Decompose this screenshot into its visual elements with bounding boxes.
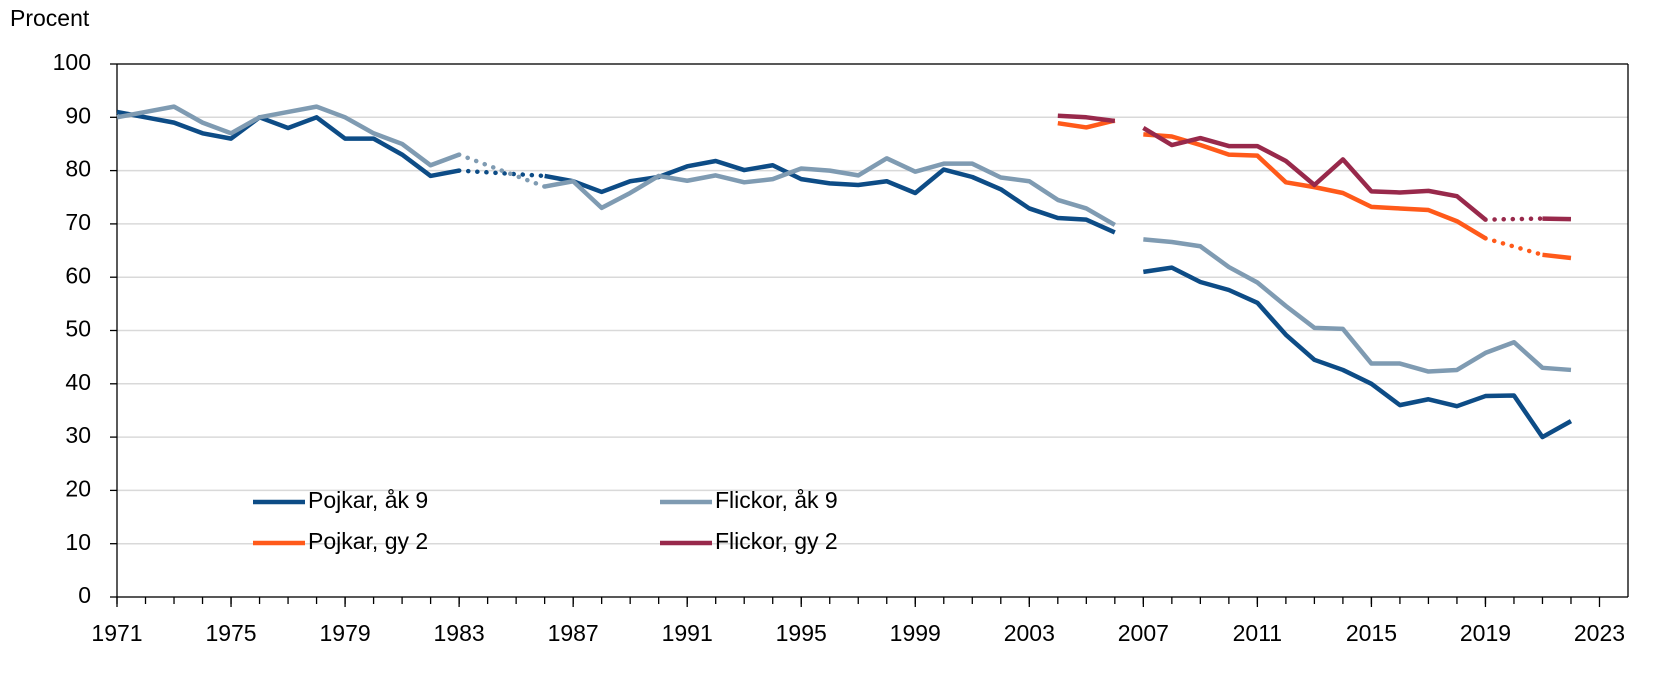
gap-bridge bbox=[456, 168, 547, 179]
x-tick-label: 1987 bbox=[548, 620, 599, 646]
legend-label: Flickor, åk 9 bbox=[715, 487, 838, 513]
x-tick-label: 2019 bbox=[1460, 620, 1511, 646]
y-tick-label: 90 bbox=[65, 102, 91, 128]
y-tick-label: 10 bbox=[65, 529, 91, 555]
y-tick-label: 100 bbox=[53, 49, 91, 75]
legend-label: Pojkar, gy 2 bbox=[308, 528, 428, 554]
series-line bbox=[1057, 113, 1116, 124]
x-tick-label: 1999 bbox=[890, 620, 941, 646]
legend-label: Flickor, gy 2 bbox=[715, 528, 838, 554]
y-tick-label: 40 bbox=[65, 369, 91, 395]
series-line bbox=[1057, 118, 1116, 130]
x-tick-label: 1979 bbox=[319, 620, 370, 646]
y-tick-label: 0 bbox=[78, 582, 91, 608]
x-tick-label: 2007 bbox=[1118, 620, 1169, 646]
series-line bbox=[544, 158, 1116, 235]
series-line bbox=[1542, 216, 1572, 222]
y-tick-label: 30 bbox=[65, 422, 91, 448]
x-tick-label: 2015 bbox=[1346, 620, 1397, 646]
gap-bridge bbox=[456, 152, 547, 189]
series-line bbox=[116, 104, 460, 168]
y-tick-label: 60 bbox=[65, 262, 91, 288]
series-line bbox=[1542, 252, 1572, 261]
series-line bbox=[116, 109, 460, 179]
x-tick-label: 1975 bbox=[205, 620, 256, 646]
series-line bbox=[1143, 265, 1573, 440]
legend-label: Pojkar, åk 9 bbox=[308, 487, 428, 513]
x-tick-label: 2003 bbox=[1004, 620, 1055, 646]
x-tick-label: 2011 bbox=[1233, 620, 1282, 646]
y-axis-label: Procent bbox=[10, 5, 90, 31]
x-tick-label: 2023 bbox=[1574, 620, 1625, 646]
gap-bridge bbox=[1483, 236, 1545, 258]
x-tick-label: 1991 bbox=[662, 620, 713, 646]
series-line bbox=[1142, 126, 1487, 222]
gap-bridge bbox=[1483, 216, 1545, 222]
y-tick-label: 50 bbox=[65, 316, 91, 342]
series-line bbox=[1143, 237, 1572, 374]
y-tick-label: 80 bbox=[65, 156, 91, 182]
y-tick-label: 20 bbox=[65, 475, 91, 501]
x-tick-label: 1983 bbox=[434, 620, 485, 646]
x-tick-label: 1971 bbox=[91, 620, 142, 646]
x-tick-label: 1995 bbox=[776, 620, 827, 646]
series-line bbox=[544, 156, 1116, 227]
y-tick-label: 70 bbox=[65, 209, 91, 235]
